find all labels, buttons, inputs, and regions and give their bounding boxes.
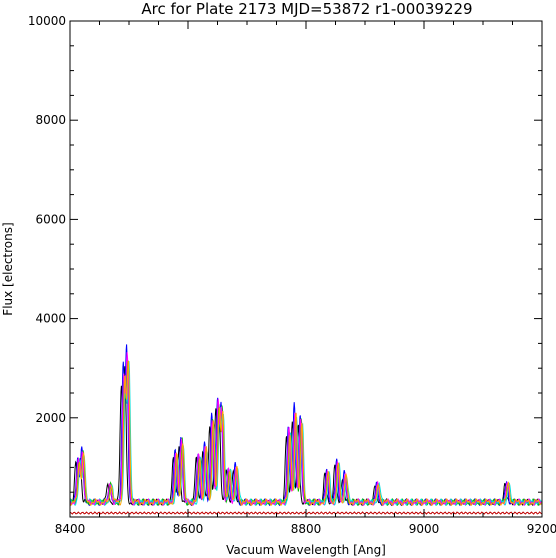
axes: 8400 8600 8800 9000 9200 2000 4000 6000 8000 1000… bbox=[28, 14, 556, 536]
series-line-4 bbox=[69, 352, 543, 507]
series-line-1 bbox=[69, 344, 542, 507]
x-tick-label: 9000 bbox=[409, 522, 440, 536]
chart-title: Arc for Plate 2173 MJD=53872 r1-00039229 bbox=[141, 0, 472, 18]
series-line-5 bbox=[69, 360, 543, 507]
y-tick-label: 10000 bbox=[28, 14, 66, 28]
x-tick-label: 8800 bbox=[291, 522, 322, 536]
x-axis-label: Vacuum Wavelength [Ang] bbox=[226, 543, 386, 557]
plot-frame bbox=[69, 20, 543, 518]
series-line-0 bbox=[69, 366, 543, 507]
y-tick-label: 6000 bbox=[35, 212, 66, 226]
y-tick-label: 2000 bbox=[35, 411, 66, 425]
x-tick-label: 8600 bbox=[173, 522, 204, 536]
series-lines bbox=[69, 344, 543, 515]
x-tick-label: 8400 bbox=[55, 522, 86, 536]
y-axis-label: Flux [electrons] bbox=[1, 222, 15, 315]
y-tick-label: 8000 bbox=[35, 113, 66, 127]
series-line-3 bbox=[69, 361, 543, 507]
x-tick-label: 9200 bbox=[527, 522, 556, 536]
y-tick-label: 4000 bbox=[35, 312, 66, 326]
series-line-2 bbox=[69, 360, 543, 507]
